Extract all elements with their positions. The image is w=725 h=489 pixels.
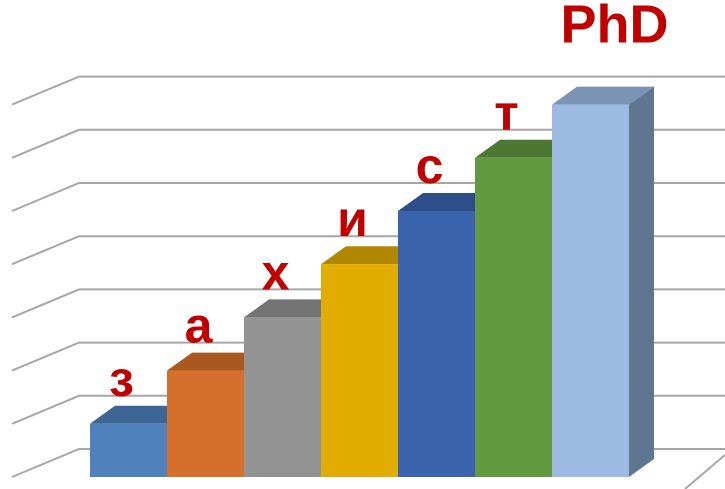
- bar-top: [398, 193, 500, 211]
- bar-top: [90, 405, 192, 424]
- bar-front: [552, 104, 629, 477]
- bar-top: [475, 139, 577, 158]
- bar-label: PhD: [561, 0, 669, 55]
- gridlines: [11, 75, 725, 489]
- bar-label: с: [416, 138, 444, 194]
- gridline: [11, 128, 725, 159]
- bar-front: [321, 264, 398, 477]
- bar-label: а: [185, 298, 214, 354]
- bar-top: [321, 246, 423, 265]
- gridline: [684, 454, 725, 489]
- bar-label: х: [262, 244, 290, 300]
- bar-front: [90, 423, 167, 477]
- bar-top: [552, 86, 654, 105]
- bar-front: [244, 317, 321, 477]
- bar-label: т: [494, 85, 519, 141]
- bar-label: з: [109, 351, 134, 407]
- bar-top: [167, 352, 269, 371]
- bar-label: и: [337, 191, 368, 247]
- bars: [90, 86, 654, 478]
- bar: [552, 86, 654, 477]
- bar-front: [475, 157, 552, 478]
- gridline: [11, 75, 725, 106]
- bar-top: [244, 299, 346, 318]
- bar-side: [629, 86, 654, 477]
- bar-front: [398, 211, 475, 477]
- bar-front: [167, 370, 244, 477]
- label-backdrop: [541, 5, 691, 71]
